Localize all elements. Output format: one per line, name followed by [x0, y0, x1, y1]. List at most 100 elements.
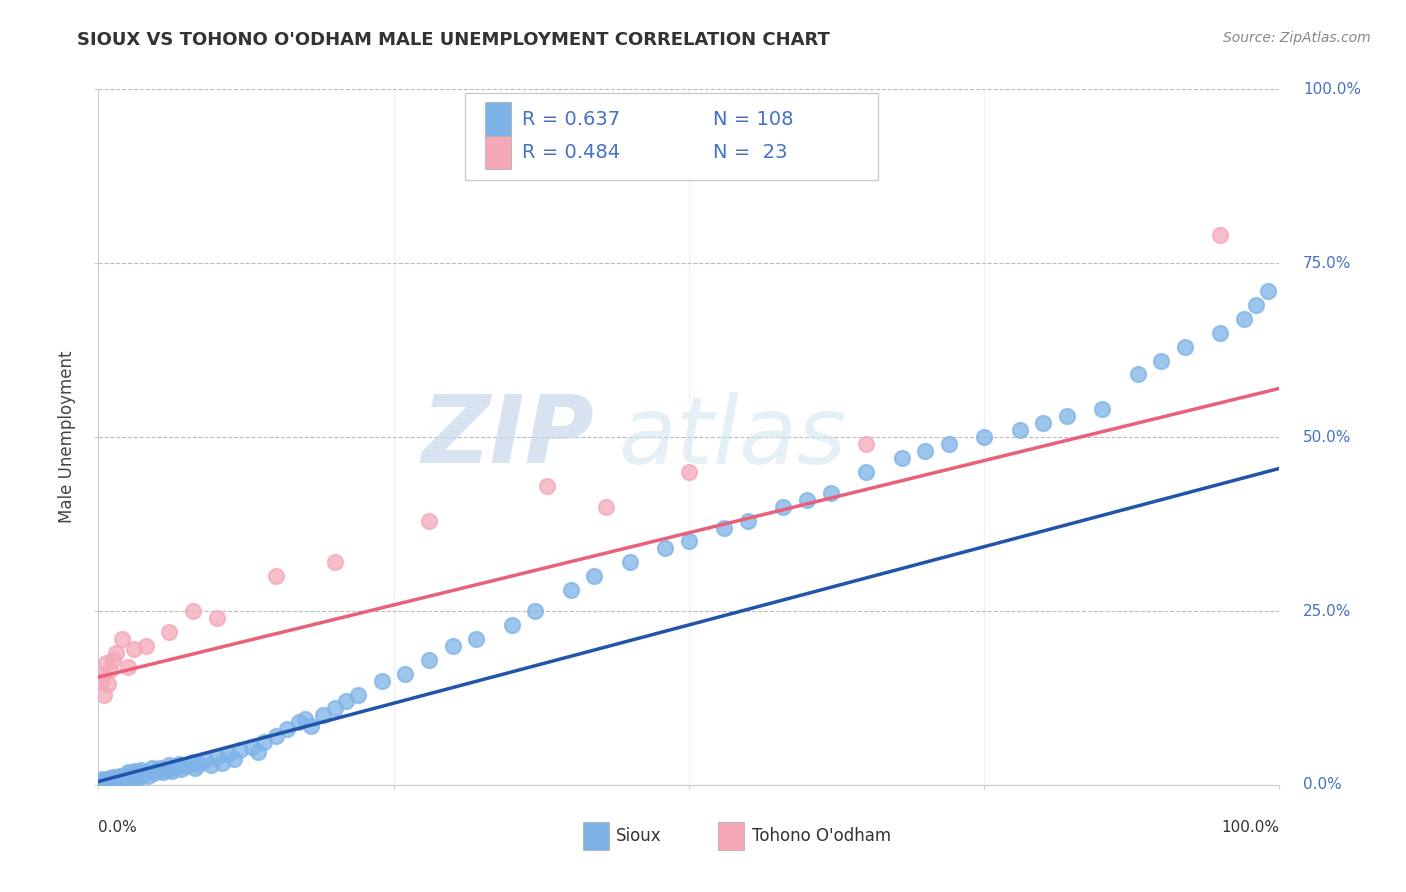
Text: atlas: atlas	[619, 392, 846, 483]
Point	[94, 775, 117, 789]
Point	[115, 767, 138, 781]
Point	[165, 761, 187, 775]
Point	[1174, 340, 1197, 354]
Point	[181, 755, 204, 769]
Point	[112, 774, 135, 789]
Point	[156, 763, 179, 777]
Point	[157, 624, 180, 639]
Point	[855, 437, 877, 451]
Point	[796, 492, 818, 507]
Point	[1091, 402, 1114, 417]
Point	[122, 642, 145, 657]
Point	[114, 772, 136, 787]
Point	[152, 765, 174, 780]
Point	[619, 555, 641, 569]
Point	[501, 618, 523, 632]
Point	[103, 773, 125, 788]
Point	[136, 769, 159, 783]
Point	[181, 604, 204, 618]
Text: SIOUX VS TOHONO O'ODHAM MALE UNEMPLOYMENT CORRELATION CHART: SIOUX VS TOHONO O'ODHAM MALE UNEMPLOYMEN…	[77, 31, 830, 49]
Point	[104, 771, 127, 785]
Point	[1150, 353, 1173, 368]
Point	[264, 729, 287, 743]
Point	[441, 639, 464, 653]
Point	[101, 774, 124, 789]
Point	[101, 770, 124, 784]
Text: N =  23: N = 23	[713, 143, 787, 162]
Point	[1244, 298, 1267, 312]
Point	[335, 694, 357, 708]
Text: 0.0%: 0.0%	[98, 820, 138, 835]
Point	[312, 708, 335, 723]
Point	[108, 772, 131, 786]
Point	[323, 555, 346, 569]
Point	[347, 688, 370, 702]
Point	[595, 500, 617, 514]
Point	[90, 673, 112, 688]
Point	[94, 657, 117, 671]
Point	[98, 776, 121, 790]
Point	[98, 663, 121, 677]
Point	[105, 775, 128, 789]
Point	[772, 500, 794, 514]
Point	[240, 739, 263, 754]
Point	[142, 766, 165, 780]
Point	[465, 632, 488, 646]
Point	[371, 673, 394, 688]
Point	[1032, 416, 1054, 430]
Point	[90, 774, 112, 789]
Text: 25.0%: 25.0%	[1303, 604, 1351, 618]
Point	[187, 757, 209, 772]
Point	[111, 632, 134, 646]
Point	[124, 764, 146, 778]
Point	[229, 743, 252, 757]
Point	[176, 759, 198, 773]
Point	[560, 583, 582, 598]
Point	[276, 723, 298, 737]
Point	[93, 688, 115, 702]
Point	[94, 773, 117, 788]
Point	[299, 719, 322, 733]
Bar	[718, 822, 744, 850]
FancyBboxPatch shape	[464, 93, 877, 179]
Point	[524, 604, 547, 618]
Point	[323, 701, 346, 715]
Text: 100.0%: 100.0%	[1303, 82, 1361, 96]
Y-axis label: Male Unemployment: Male Unemployment	[58, 351, 76, 524]
Point	[264, 569, 287, 583]
Point	[93, 773, 115, 788]
Point	[117, 771, 139, 785]
Point	[135, 764, 157, 779]
Point	[120, 770, 142, 784]
Point	[111, 771, 134, 785]
Point	[121, 767, 143, 781]
Point	[100, 772, 122, 787]
Text: 75.0%: 75.0%	[1303, 256, 1351, 270]
Point	[536, 479, 558, 493]
Point	[105, 773, 128, 788]
Bar	[485, 103, 510, 136]
Point	[129, 763, 152, 777]
Point	[253, 735, 276, 749]
Text: N = 108: N = 108	[713, 110, 793, 128]
Point	[1008, 423, 1031, 437]
Point	[890, 450, 912, 465]
Point	[97, 772, 120, 786]
Point	[127, 765, 149, 780]
Point	[938, 437, 960, 451]
Point	[678, 534, 700, 549]
Bar	[485, 136, 510, 169]
Point	[1233, 311, 1256, 326]
Point	[132, 767, 155, 781]
Point	[128, 770, 150, 784]
Text: Sioux: Sioux	[616, 827, 661, 845]
Point	[117, 659, 139, 673]
Point	[1257, 284, 1279, 298]
Point	[211, 756, 233, 770]
Point	[149, 760, 172, 774]
Point	[205, 750, 228, 764]
Text: R = 0.637: R = 0.637	[523, 110, 620, 128]
Point	[737, 514, 759, 528]
Text: 0.0%: 0.0%	[1303, 778, 1341, 792]
Point	[141, 761, 163, 775]
